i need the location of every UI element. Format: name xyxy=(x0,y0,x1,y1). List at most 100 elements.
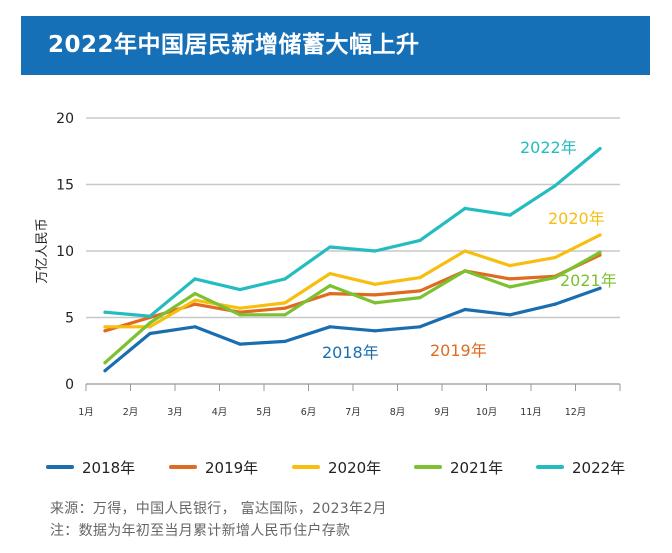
y-tick-label: 15 xyxy=(56,178,74,194)
legend-label: 2018年 xyxy=(82,458,136,477)
footnote: 注：数据为年初至当月累计新增人民币住户存款 xyxy=(50,523,351,539)
data-point-2020年 xyxy=(463,249,467,253)
legend-swatch xyxy=(292,465,320,469)
data-point-2022年 xyxy=(373,249,377,253)
data-point-2021年 xyxy=(328,284,332,288)
x-tick-label: 12月 xyxy=(565,407,587,418)
data-point-2018年 xyxy=(598,286,602,290)
data-point-2020年 xyxy=(418,276,422,280)
title-banner: 2022年中国居民新增储蓄大幅上升 xyxy=(21,16,650,75)
data-point-2021年 xyxy=(553,276,557,280)
data-point-2019年 xyxy=(418,289,422,293)
data-point-2021年 xyxy=(463,269,467,273)
data-point-2020年 xyxy=(283,301,287,305)
data-point-2018年 xyxy=(238,342,242,346)
legend-swatch xyxy=(536,465,564,469)
data-point-2018年 xyxy=(283,339,287,343)
data-point-2020年 xyxy=(508,264,512,268)
legend-swatch xyxy=(414,465,442,469)
x-tick-label: 9月 xyxy=(434,407,450,418)
data-point-2020年 xyxy=(598,233,602,237)
data-point-2021年 xyxy=(148,321,152,325)
data-point-2021年 xyxy=(193,292,197,296)
data-point-2018年 xyxy=(103,369,107,373)
data-point-2022年 xyxy=(283,277,287,281)
data-point-2022年 xyxy=(598,147,602,151)
y-tick-label: 20 xyxy=(56,111,74,127)
legend-swatch xyxy=(46,465,74,469)
x-tick-label: 11月 xyxy=(520,407,542,418)
x-tick-label: 1月 xyxy=(78,407,94,418)
x-tick-label: 8月 xyxy=(390,407,406,418)
data-point-2021年 xyxy=(238,313,242,317)
series-line-2018年 xyxy=(103,286,602,373)
data-point-2021年 xyxy=(373,301,377,305)
x-tick-label: 10月 xyxy=(476,407,498,418)
data-point-2020年 xyxy=(328,272,332,276)
series-annotation: 2019年 xyxy=(430,341,487,360)
legend-label: 2019年 xyxy=(205,458,259,477)
series-line-2022年 xyxy=(103,147,602,318)
data-point-2021年 xyxy=(598,250,602,254)
legend-item: 2022年 xyxy=(536,455,625,479)
data-point-2018年 xyxy=(553,302,557,306)
data-point-2020年 xyxy=(103,325,107,329)
data-point-2019年 xyxy=(193,302,197,306)
data-point-2019年 xyxy=(283,306,287,310)
data-point-2018年 xyxy=(328,325,332,329)
data-point-2022年 xyxy=(328,245,332,249)
data-point-2020年 xyxy=(553,256,557,260)
data-point-2019年 xyxy=(373,293,377,297)
data-point-2022年 xyxy=(238,288,242,292)
data-point-2021年 xyxy=(418,296,422,300)
data-point-2020年 xyxy=(193,298,197,302)
series-annotation: 2021年 xyxy=(560,271,617,290)
series-annotation: 2018年 xyxy=(322,343,379,362)
data-point-2018年 xyxy=(463,307,467,312)
legend-item: 2019年 xyxy=(169,455,258,479)
y-tick-label: 5 xyxy=(65,311,74,327)
data-point-2018年 xyxy=(193,325,197,329)
series-annotation: 2020年 xyxy=(548,209,605,228)
source-note: 来源：万得，中国人民银行， 富达国际，2023年2月 xyxy=(50,501,387,517)
data-point-2022年 xyxy=(148,314,152,318)
legend-label: 2021年 xyxy=(450,458,504,477)
data-point-2022年 xyxy=(193,277,197,281)
data-point-2022年 xyxy=(553,184,557,188)
y-tick-label: 0 xyxy=(65,377,74,393)
x-tick-label: 5月 xyxy=(256,407,272,418)
chart-title: 2022年中国居民新增储蓄大幅上升 xyxy=(48,32,420,58)
data-point-2019年 xyxy=(508,277,512,281)
y-tick-label: 10 xyxy=(56,244,74,260)
x-tick-label: 3月 xyxy=(167,407,183,418)
series-line-2020年 xyxy=(103,233,602,329)
data-point-2018年 xyxy=(418,325,422,329)
data-point-2022年 xyxy=(463,206,467,210)
legend-swatch xyxy=(169,465,197,469)
x-tick-label: 2月 xyxy=(123,407,139,418)
data-point-2022年 xyxy=(508,213,512,217)
data-point-2020年 xyxy=(238,306,242,310)
legend-item: 2020年 xyxy=(292,455,381,479)
data-point-2021年 xyxy=(508,285,512,289)
y-axis-label: 万亿人民币 xyxy=(35,218,50,283)
data-point-2022年 xyxy=(103,310,107,314)
legend-item: 2021年 xyxy=(414,455,503,479)
legend-label: 2020年 xyxy=(328,458,382,477)
data-point-2018年 xyxy=(508,313,512,317)
data-point-2022年 xyxy=(418,238,422,242)
data-point-2018年 xyxy=(148,331,152,336)
series-annotation: 2022年 xyxy=(520,138,577,157)
data-point-2018年 xyxy=(373,329,377,333)
data-point-2019年 xyxy=(103,329,107,333)
x-tick-label: 4月 xyxy=(212,407,228,418)
x-tick-label: 6月 xyxy=(301,407,317,418)
data-point-2021年 xyxy=(283,313,287,317)
legend-item: 2018年 xyxy=(46,455,135,479)
x-tick-label: 7月 xyxy=(345,407,361,418)
data-point-2021年 xyxy=(103,361,107,365)
data-point-2020年 xyxy=(148,325,152,329)
data-point-2019年 xyxy=(328,292,332,296)
data-point-2020年 xyxy=(373,282,377,286)
